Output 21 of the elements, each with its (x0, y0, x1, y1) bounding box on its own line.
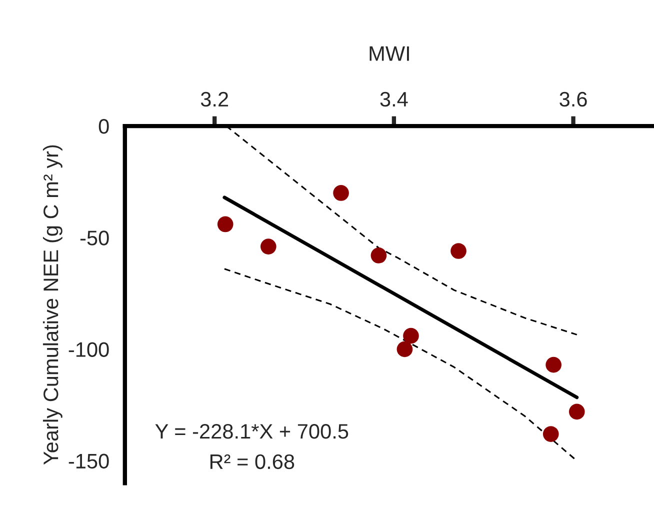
x-axis-title: MWI (370, 46, 409, 61)
point (333, 185, 349, 201)
point (396, 341, 413, 358)
y-tick-label: -100 (68, 342, 109, 357)
point (542, 426, 559, 442)
point (450, 243, 466, 259)
y-tick-label: -150 (68, 454, 109, 469)
point (260, 238, 276, 254)
x-tick-label: 3.2 (200, 92, 228, 107)
point (217, 216, 234, 232)
point (546, 356, 562, 373)
y-tick-label: -50 (80, 230, 109, 246)
annotation: R² = 0.68 (210, 454, 294, 470)
y-tick-label: 0 (98, 119, 109, 134)
y-axis-title: Yearly Cumulative NEE (g C m² yr) (42, 145, 62, 465)
point (403, 328, 419, 344)
point (370, 248, 387, 264)
annotation: Y = -228.1*X + 700.5 (155, 424, 348, 439)
x-tick-label: 3.6 (560, 92, 587, 107)
point (568, 404, 585, 420)
x-tick-label: 3.4 (380, 92, 408, 107)
